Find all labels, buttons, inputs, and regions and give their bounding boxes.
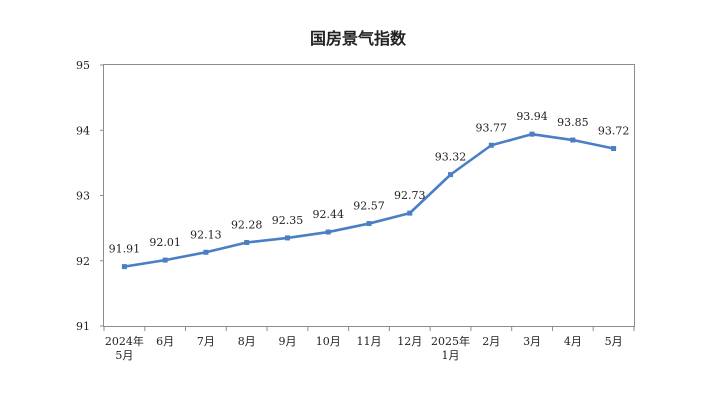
chart-title: 国房景气指数: [310, 29, 407, 48]
x-tick-label: 9月: [278, 335, 296, 348]
data-label: 92.13: [190, 228, 222, 241]
data-label: 92.57: [353, 200, 385, 213]
data-point-marker: [162, 257, 168, 263]
y-tick-label: 95: [76, 59, 90, 72]
data-label: 93.72: [598, 125, 630, 138]
data-point-marker: [244, 239, 250, 245]
x-tick-label: 2024年 5月: [105, 334, 144, 362]
x-tick-label: 8月: [238, 335, 256, 348]
data-point-marker: [366, 221, 372, 227]
data-label: 93.85: [557, 116, 589, 129]
y-tick-label: 92: [76, 255, 90, 268]
data-label: 92.35: [272, 214, 304, 227]
data-label: 92.01: [149, 236, 181, 249]
x-tick-label: 3月: [523, 335, 541, 348]
data-point-marker: [407, 210, 413, 216]
data-point-marker: [611, 146, 617, 152]
data-label: 93.94: [516, 110, 548, 123]
x-axis: 2024年 5月 6月 7月 8月 9月 10月 11月 12月 2025年 1月 2月 3月 4月 5月: [103, 326, 635, 362]
x-tick-label: 10月: [316, 335, 341, 348]
data-point-marker: [203, 249, 209, 255]
data-point-marker: [570, 137, 576, 143]
y-tick-label: 93: [76, 190, 90, 203]
series-line-group: [121, 131, 617, 270]
x-tick-label: 2025年 1月: [431, 334, 470, 362]
data-point-marker: [529, 131, 535, 137]
data-point-marker: [284, 235, 290, 241]
data-label: 92.44: [312, 208, 344, 221]
y-tick-label: 94: [76, 124, 90, 137]
x-tick-label: 4月: [564, 335, 582, 348]
x-tick-label: 11月: [357, 335, 382, 348]
x-tick-label: 7月: [197, 335, 215, 348]
x-tick-label: 6月: [156, 335, 174, 348]
data-point-marker: [121, 264, 127, 270]
x-tick-label: 12月: [397, 335, 422, 348]
data-label: 91.91: [109, 243, 141, 256]
x-tick-label: 2月: [482, 335, 500, 348]
data-labels: 91.91 92.01 92.13 92.28 92.35 92.44 92.57 92.73…: [109, 110, 630, 255]
data-label: 92.28: [231, 218, 263, 231]
y-axis: 91 92 93 94 95: [76, 59, 104, 333]
data-label: 93.77: [476, 121, 508, 134]
data-label: 93.32: [435, 151, 467, 164]
y-tick-label: 91: [76, 320, 90, 333]
plot-frame: [103, 64, 635, 327]
data-label: 92.73: [394, 189, 426, 202]
data-point-marker: [448, 172, 454, 178]
data-point-marker: [488, 142, 494, 148]
data-point-marker: [325, 229, 331, 235]
x-tick-label: 5月: [605, 335, 623, 348]
